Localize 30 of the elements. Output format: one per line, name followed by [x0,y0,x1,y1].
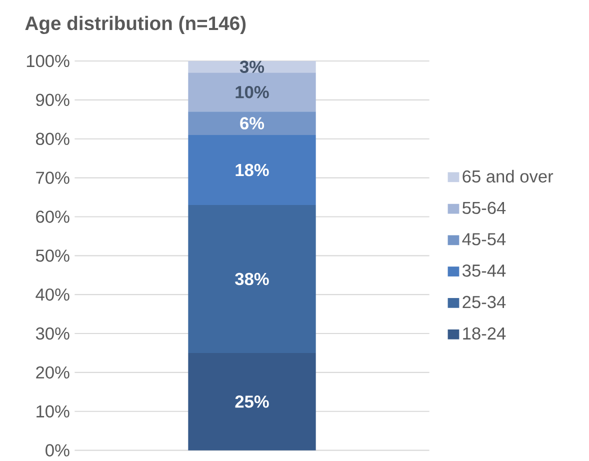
legend-label: 65 and over [462,170,554,183]
data-label: 3% [240,60,264,74]
legend-label: 45-54 [462,233,506,246]
bar [188,61,316,73]
y-tick-label: 60% [36,210,70,223]
bar [188,135,316,206]
bar [188,112,316,136]
y-tick-label: 70% [36,172,70,184]
data-label: 6% [240,117,264,130]
bar [188,72,316,112]
y-tick-label: 30% [36,327,70,340]
y-tick-label: 100% [26,54,70,68]
y-tick-label: 50% [36,250,70,262]
y-tick-label: 40% [36,288,70,301]
bar [188,205,316,354]
y-tick-label: 10% [36,405,70,418]
legend-label: 18-24 [463,327,506,340]
data-label: 38% [235,272,269,286]
y-tick-label: 80% [36,132,70,146]
legend-label: 35-44 [462,264,506,277]
data-label: 18% [236,164,269,176]
data-label: 10% [236,86,269,98]
y-tick-label: 90% [36,94,70,106]
data-label: 25% [235,396,269,408]
legend-label: 25-34 [462,296,506,308]
legend-label: 55-64 [462,202,506,214]
chart-title: Age distribution (n=146) [25,16,246,34]
y-tick-label: 20% [36,366,70,379]
bar [188,353,316,450]
y-tick-label: 0% [46,444,70,457]
